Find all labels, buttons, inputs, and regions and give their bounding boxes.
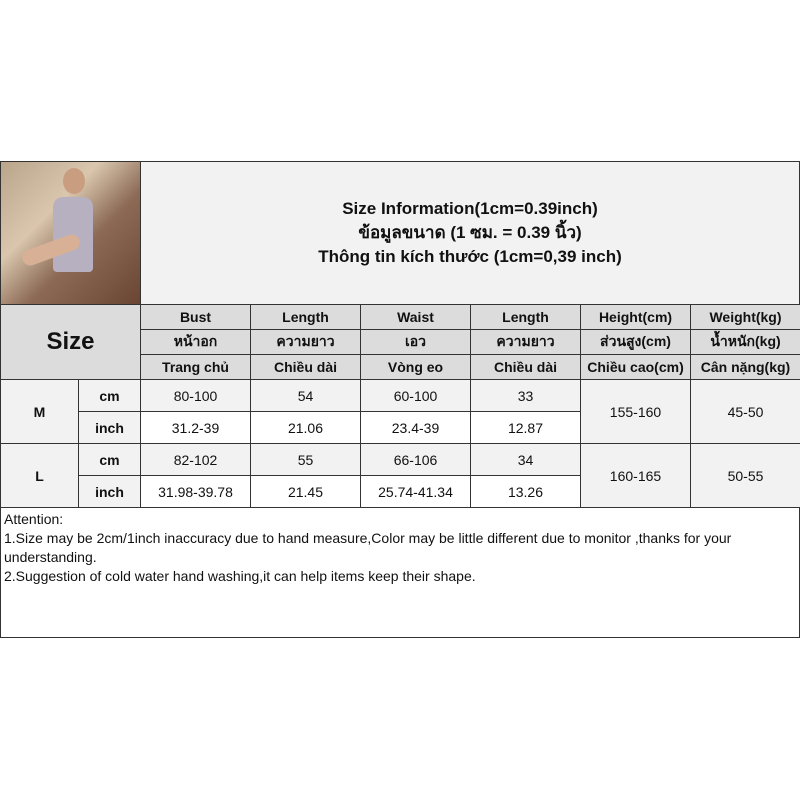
table-cell: 23.4-39	[360, 411, 471, 444]
table-cell: 31.98-39.78	[140, 475, 251, 508]
table-cell: 13.26	[470, 475, 581, 508]
table-cell: 31.2-39	[140, 411, 251, 444]
title-vietnamese: Thông tin kích thước (1cm=0,39 inch)	[318, 247, 622, 266]
header-section: Size Information(1cm=0.39inch) ข้อมูลขนา…	[0, 161, 800, 304]
col-header-vi: Vòng eo	[360, 354, 471, 380]
table-cell: 60-100	[360, 379, 471, 412]
col-header-vi: Chiều cao(cm)	[580, 354, 691, 380]
unit-label: inch	[78, 411, 141, 444]
table-cell: 80-100	[140, 379, 251, 412]
size-header: Size	[0, 304, 141, 380]
table-cell: 21.06	[250, 411, 361, 444]
col-header-vi: Chiều dài	[250, 354, 361, 380]
col-header-en: Weight(kg)	[690, 304, 800, 330]
product-photo	[1, 162, 141, 304]
photo-figure-head	[63, 168, 85, 194]
height-cell: 160-165	[580, 443, 691, 508]
col-header-vi: Chiều dài	[470, 354, 581, 380]
col-header-th: ความยาว	[470, 329, 581, 355]
unit-label: cm	[78, 379, 141, 412]
col-header-th: น้ำหนัก(kg)	[690, 329, 800, 355]
height-cell: 155-160	[580, 379, 691, 444]
title-thai: ข้อมูลขนาด (1 ซม. = 0.39 นิ้ว)	[358, 223, 582, 242]
col-header-th: เอว	[360, 329, 471, 355]
weight-cell: 45-50	[690, 379, 800, 444]
col-header-vi: Trang chủ	[140, 354, 251, 380]
table-cell: 25.74-41.34	[360, 475, 471, 508]
col-header-th: ความยาว	[250, 329, 361, 355]
unit-label: cm	[78, 443, 141, 476]
attention-note: 1.Size may be 2cm/1inch inaccuracy due t…	[4, 530, 732, 565]
col-header-en: Waist	[360, 304, 471, 330]
unit-label: inch	[78, 475, 141, 508]
table-cell: 82-102	[140, 443, 251, 476]
size-table: Size Bust Length Waist Length Height(cm)…	[0, 304, 800, 508]
table-cell: 34	[470, 443, 581, 476]
size-chart: Size Information(1cm=0.39inch) ข้อมูลขนา…	[0, 161, 800, 638]
col-header-en: Length	[470, 304, 581, 330]
table-cell: 33	[470, 379, 581, 412]
col-header-th: ส่วนสูง(cm)	[580, 329, 691, 355]
size-info-title: Size Information(1cm=0.39inch) ข้อมูลขนา…	[141, 162, 799, 304]
col-header-en: Height(cm)	[580, 304, 691, 330]
attention-notes: Attention: 1.Size may be 2cm/1inch inacc…	[0, 508, 800, 638]
table-cell: 55	[250, 443, 361, 476]
table-cell: 66-106	[360, 443, 471, 476]
col-header-vi: Cân nặng(kg)	[690, 354, 800, 380]
table-cell: 54	[250, 379, 361, 412]
col-header-en: Bust	[140, 304, 251, 330]
attention-note: 2.Suggestion of cold water hand washing,…	[4, 568, 476, 584]
title-english: Size Information(1cm=0.39inch)	[342, 199, 598, 218]
col-header-th: หน้าอก	[140, 329, 251, 355]
size-l: L	[0, 443, 79, 508]
table-cell: 12.87	[470, 411, 581, 444]
table-cell: 21.45	[250, 475, 361, 508]
col-header-en: Length	[250, 304, 361, 330]
attention-heading: Attention:	[4, 511, 64, 527]
weight-cell: 50-55	[690, 443, 800, 508]
size-m: M	[0, 379, 79, 444]
